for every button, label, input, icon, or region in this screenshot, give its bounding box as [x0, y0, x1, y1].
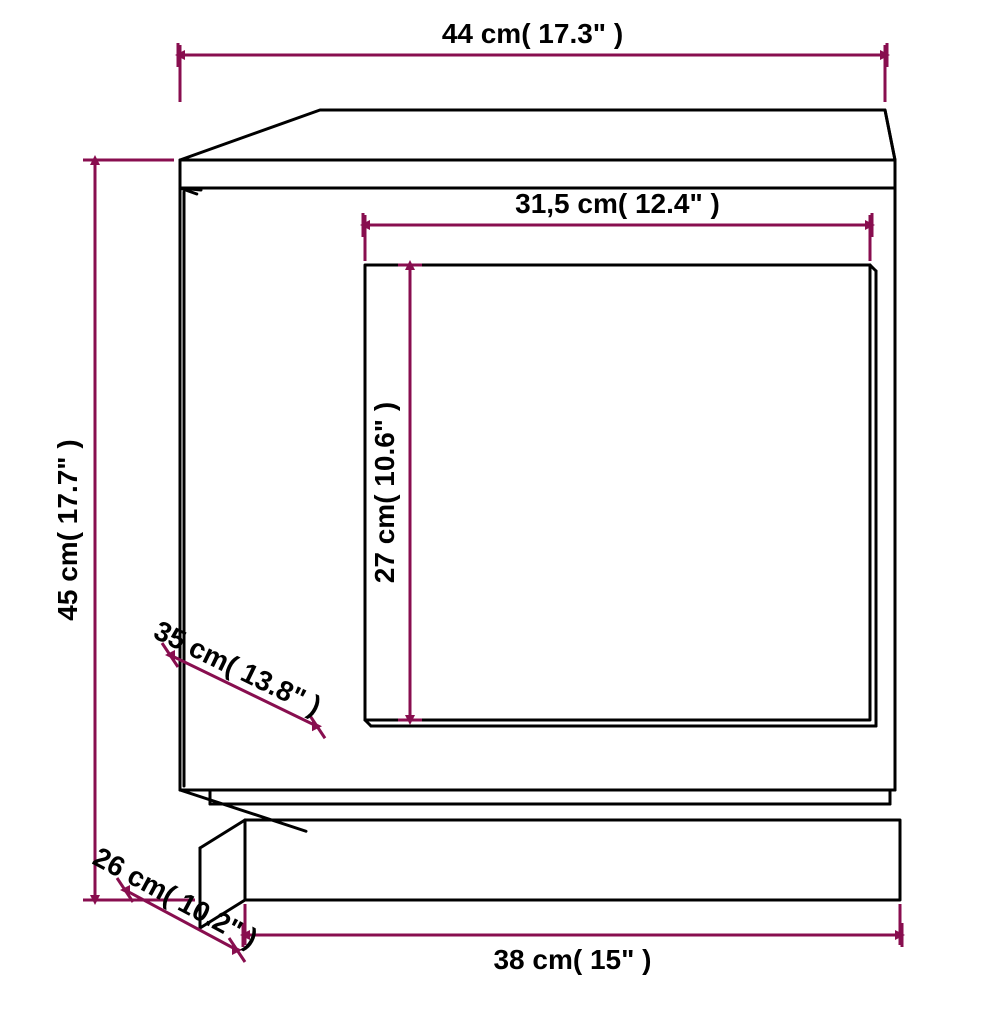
dimensioned-cabinet-drawing: 44 cm( 17.3" ) 45 cm( 17.7" ) 31,5 cm( 12.… [0, 0, 993, 1013]
dim-label-door_height: 27 cm( 10.6" ) [369, 402, 400, 583]
dim-label-top_depth: 35 cm( 13.8" ) [149, 615, 326, 722]
dim-label-overall_width: 44 cm( 17.3" ) [442, 18, 623, 49]
dim-label-base_width: 38 cm( 15" ) [493, 944, 651, 975]
dim-label-base_depth: 26 cm( 10.2" ) [88, 841, 263, 954]
dim-label-overall_height: 45 cm( 17.7" ) [52, 439, 83, 620]
dim-label-door_width: 31,5 cm( 12.4" ) [515, 188, 720, 219]
